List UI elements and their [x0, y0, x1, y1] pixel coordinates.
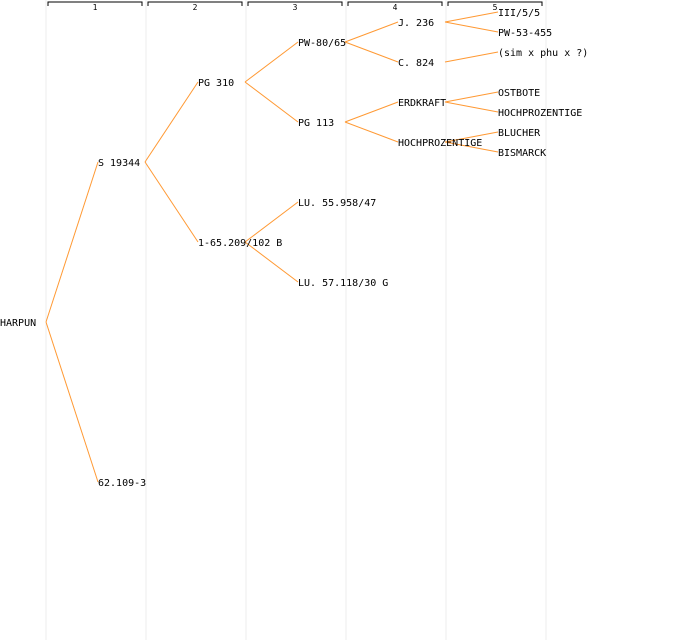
ancestor-label[interactable]: 1-65.209/102 B — [198, 238, 282, 249]
pedigree-edge — [144, 81, 199, 163]
pedigree-edge — [244, 241, 299, 283]
root-node-label[interactable]: HARPUN — [0, 318, 36, 329]
pedigree-edge — [244, 81, 299, 123]
pedigree-edge — [444, 101, 499, 113]
generation-bracket — [447, 1, 543, 6]
ancestor-label[interactable]: ERDKRAFT — [398, 98, 446, 109]
ancestor-label[interactable]: J. 236 — [398, 18, 434, 29]
generation-number: 5 — [493, 3, 498, 12]
pedigree-edge — [444, 51, 499, 63]
pedigree-edge — [45, 161, 99, 323]
generation-bracket — [147, 1, 243, 6]
generation-bracket — [47, 1, 143, 6]
pedigree-edge — [344, 41, 399, 63]
ancestor-label[interactable]: BISMARCK — [498, 148, 546, 159]
tree-nodes: HARPUN S 19344 PG 310 PW-80/65 J. 236 III/5/5… — [0, 8, 588, 489]
ancestor-label[interactable]: PW-53-455 — [498, 28, 552, 39]
generation-number: 3 — [293, 3, 298, 12]
ancestor-label[interactable]: LU. 57.118/30 G — [298, 278, 388, 289]
pedigree-edge — [144, 161, 199, 243]
generation-number: 4 — [393, 3, 398, 12]
pedigree-edge — [444, 21, 499, 33]
ancestor-label[interactable]: PG 310 — [198, 78, 234, 89]
ancestor-label[interactable]: (sim x phu x ?) — [498, 48, 588, 59]
ancestor-label[interactable]: III/5/5 — [498, 8, 540, 19]
ancestor-label[interactable]: HOCHPROZENTIGE — [398, 138, 482, 149]
pedigree-edge — [344, 101, 399, 123]
pedigree-edge — [244, 41, 299, 83]
pedigree-edge — [244, 201, 299, 243]
pedigree-edge — [444, 141, 499, 153]
generation-columns — [45, 0, 547, 640]
ancestor-label[interactable]: PW-80/65 — [298, 38, 346, 49]
generation-number: 1 — [93, 3, 98, 12]
pedigree-edge — [344, 21, 399, 43]
generation-headers: 1 2 3 4 5 — [47, 1, 543, 12]
ancestor-label[interactable]: C. 824 — [398, 58, 434, 69]
ancestor-label[interactable]: OSTBOTE — [498, 88, 540, 99]
ancestor-label[interactable]: LU. 55.958/47 — [298, 198, 376, 209]
pedigree-edge — [444, 91, 499, 103]
pedigree-edge — [444, 11, 499, 23]
ancestor-label[interactable]: BLUCHER — [498, 128, 541, 139]
ancestor-label[interactable]: 62.109-3 — [98, 478, 146, 489]
pedigree-edge — [344, 121, 399, 143]
ancestor-label[interactable]: S 19344 — [98, 158, 140, 169]
pedigree-edge — [45, 321, 99, 483]
pedigree-edge — [444, 131, 499, 143]
generation-number: 2 — [193, 3, 198, 12]
generation-bracket — [247, 1, 343, 6]
ancestor-label[interactable]: HOCHPROZENTIGE — [498, 108, 582, 119]
tree-edges — [45, 11, 499, 483]
ancestor-label[interactable]: PG 113 — [298, 118, 334, 129]
generation-bracket — [347, 1, 443, 6]
